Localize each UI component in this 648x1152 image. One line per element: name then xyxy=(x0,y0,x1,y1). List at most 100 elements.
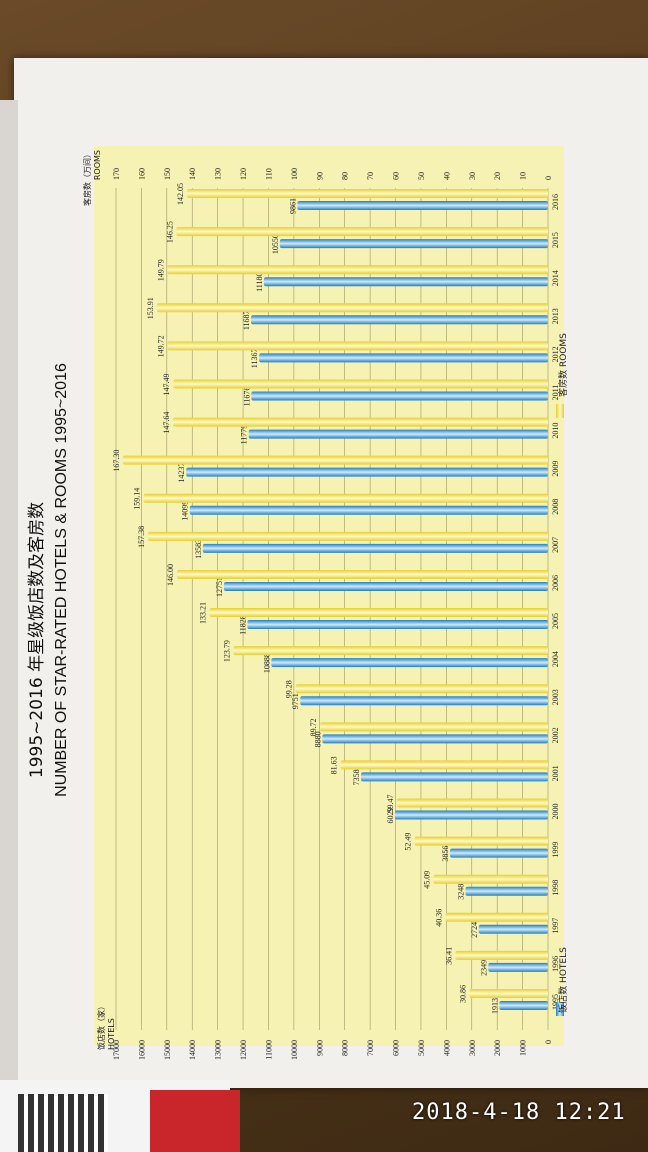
hotels-bar xyxy=(394,810,548,820)
year-tick-label: 2006 xyxy=(551,575,560,591)
year-tick-label: 2016 xyxy=(551,194,560,210)
left-axis-label-en: HOTELS xyxy=(107,1018,116,1050)
right-axis-tick-label: 30 xyxy=(468,172,477,180)
left-axis-tick-label: 2000 xyxy=(493,1040,502,1056)
year-tick-label: 2011 xyxy=(551,385,560,401)
rooms-value-label: 40.36 xyxy=(434,909,443,927)
rooms-bar xyxy=(469,989,548,998)
year-tick-label: 2014 xyxy=(551,270,560,286)
rooms-bar xyxy=(167,341,548,351)
rooms-value-label: 167.30 xyxy=(112,450,121,472)
right-axis-tick-label: 140 xyxy=(188,168,197,180)
rooms-bar xyxy=(340,760,548,770)
rooms-bar xyxy=(122,455,548,465)
hotels-bar xyxy=(251,391,548,401)
rooms-value-label: 146.25 xyxy=(165,221,174,243)
right-axis-tick-label: 50 xyxy=(417,172,426,180)
photo-timestamp: 2018-4-18 12:21 xyxy=(412,1100,626,1125)
hotels-value-label: 8880 xyxy=(313,731,322,747)
chart-panel xyxy=(94,146,564,1046)
right-axis-tick-label: 0 xyxy=(544,176,553,180)
left-axis-tick-label: 10000 xyxy=(290,1040,299,1060)
hotels-value-label: 12751 xyxy=(215,577,224,597)
right-axis-tick-label: 70 xyxy=(366,172,375,180)
rooms-value-label: 149.72 xyxy=(157,335,166,357)
legend-rooms-swatch xyxy=(556,404,564,418)
hotels-bar xyxy=(297,201,548,210)
rooms-value-label: 157.38 xyxy=(137,526,146,548)
rooms-value-label: 59.47 xyxy=(386,795,395,813)
rooms-bar xyxy=(176,227,548,237)
left-axis-label: 饭店数（家） xyxy=(96,1002,106,1050)
rooms-value-label: 36.41 xyxy=(444,947,453,965)
year-tick-label: 1998 xyxy=(551,880,560,896)
year-tick-label: 2007 xyxy=(551,537,560,553)
left-axis-tick-label: 13000 xyxy=(214,1040,223,1060)
year-tick-label: 2009 xyxy=(551,461,560,477)
left-axis-tick-label: 15000 xyxy=(163,1040,172,1060)
rooms-bar xyxy=(320,722,548,732)
right-axis-tick-label: 130 xyxy=(214,168,223,180)
hotels-value-label: 2349 xyxy=(479,960,488,976)
rooms-value-label: 147.49 xyxy=(162,373,171,395)
rooms-bar xyxy=(445,912,548,922)
hotels-value-label: 6029 xyxy=(386,808,395,824)
hotels-bar xyxy=(322,734,548,744)
right-axis-tick-label: 10 xyxy=(519,172,528,180)
year-tick-label: 2002 xyxy=(551,727,560,743)
rooms-bar xyxy=(455,950,548,960)
hotels-value-label: 3248 xyxy=(456,884,465,900)
left-axis-tick-label: 16000 xyxy=(137,1040,146,1060)
rooms-value-label: 30.86 xyxy=(459,985,468,1003)
year-tick-label: 1995 xyxy=(551,994,560,1010)
chart-subtitle: NUMBER OF STAR-RATED HOTELS & ROOMS 1995… xyxy=(53,363,70,797)
hotels-bar xyxy=(478,924,548,934)
year-tick-label: 2012 xyxy=(551,346,560,362)
rooms-bar xyxy=(295,684,548,694)
hotels-value-label: 11367 xyxy=(250,349,259,369)
year-tick-label: 2000 xyxy=(551,804,560,820)
left-axis-tick-label: 11000 xyxy=(264,1040,273,1060)
hotels-value-label: 13583 xyxy=(194,539,203,559)
rooms-value-label: 159.14 xyxy=(133,488,142,510)
rooms-bar xyxy=(172,417,548,427)
red-card xyxy=(150,1090,240,1152)
year-tick-label: 2010 xyxy=(551,423,560,439)
left-axis-tick-label: 9000 xyxy=(315,1040,324,1056)
rooms-bar xyxy=(167,265,548,275)
rooms-value-label: 89.72 xyxy=(309,718,318,736)
legend-rooms-label: 客房数 ROOMS xyxy=(557,333,569,397)
chart-title: 1995~2016 年星级饭店数及客房数 xyxy=(27,502,47,778)
rooms-bar xyxy=(156,303,549,313)
rooms-value-label: 146.00 xyxy=(166,564,175,586)
left-axis-tick-label: 3000 xyxy=(468,1040,477,1056)
right-axis-label: 客房数（万间） xyxy=(82,150,92,206)
hotels-bar xyxy=(279,239,548,249)
hotels-value-label: 11676 xyxy=(242,387,251,407)
qr-code-icon xyxy=(18,1094,108,1152)
year-tick-label: 2005 xyxy=(551,613,560,629)
hotels-value-label: 11687 xyxy=(242,310,251,330)
hotels-value-label: 9751 xyxy=(291,693,300,709)
rooms-value-label: 149.79 xyxy=(156,259,165,281)
right-axis-tick-label: 20 xyxy=(493,172,502,180)
hotels-bar xyxy=(259,353,548,363)
rooms-bar xyxy=(414,836,548,846)
hotels-value-label: 11828 xyxy=(238,615,247,635)
rooms-bar xyxy=(173,379,548,389)
left-axis-tick-label: 14000 xyxy=(188,1040,197,1060)
rooms-value-label: 99.28 xyxy=(285,680,294,698)
rooms-value-label: 153.91 xyxy=(146,297,155,319)
hotels-bar xyxy=(247,620,549,630)
year-tick-label: 2015 xyxy=(551,232,560,248)
right-axis-tick-label: 150 xyxy=(163,168,172,180)
rooms-value-label: 123.79 xyxy=(222,640,231,662)
left-axis-tick-label: 17000 xyxy=(112,1040,121,1060)
hotels-value-label: 11180 xyxy=(255,272,264,291)
legend-hotels-label: 饭店数 HOTELS xyxy=(557,947,569,1013)
right-axis-label-en: ROOMS xyxy=(93,150,102,180)
hotels-bar xyxy=(499,1001,548,1010)
legend: 饭店数 HOTELS 客房数 ROOMS xyxy=(556,333,569,1016)
left-axis-tick-label: 4000 xyxy=(442,1040,451,1056)
